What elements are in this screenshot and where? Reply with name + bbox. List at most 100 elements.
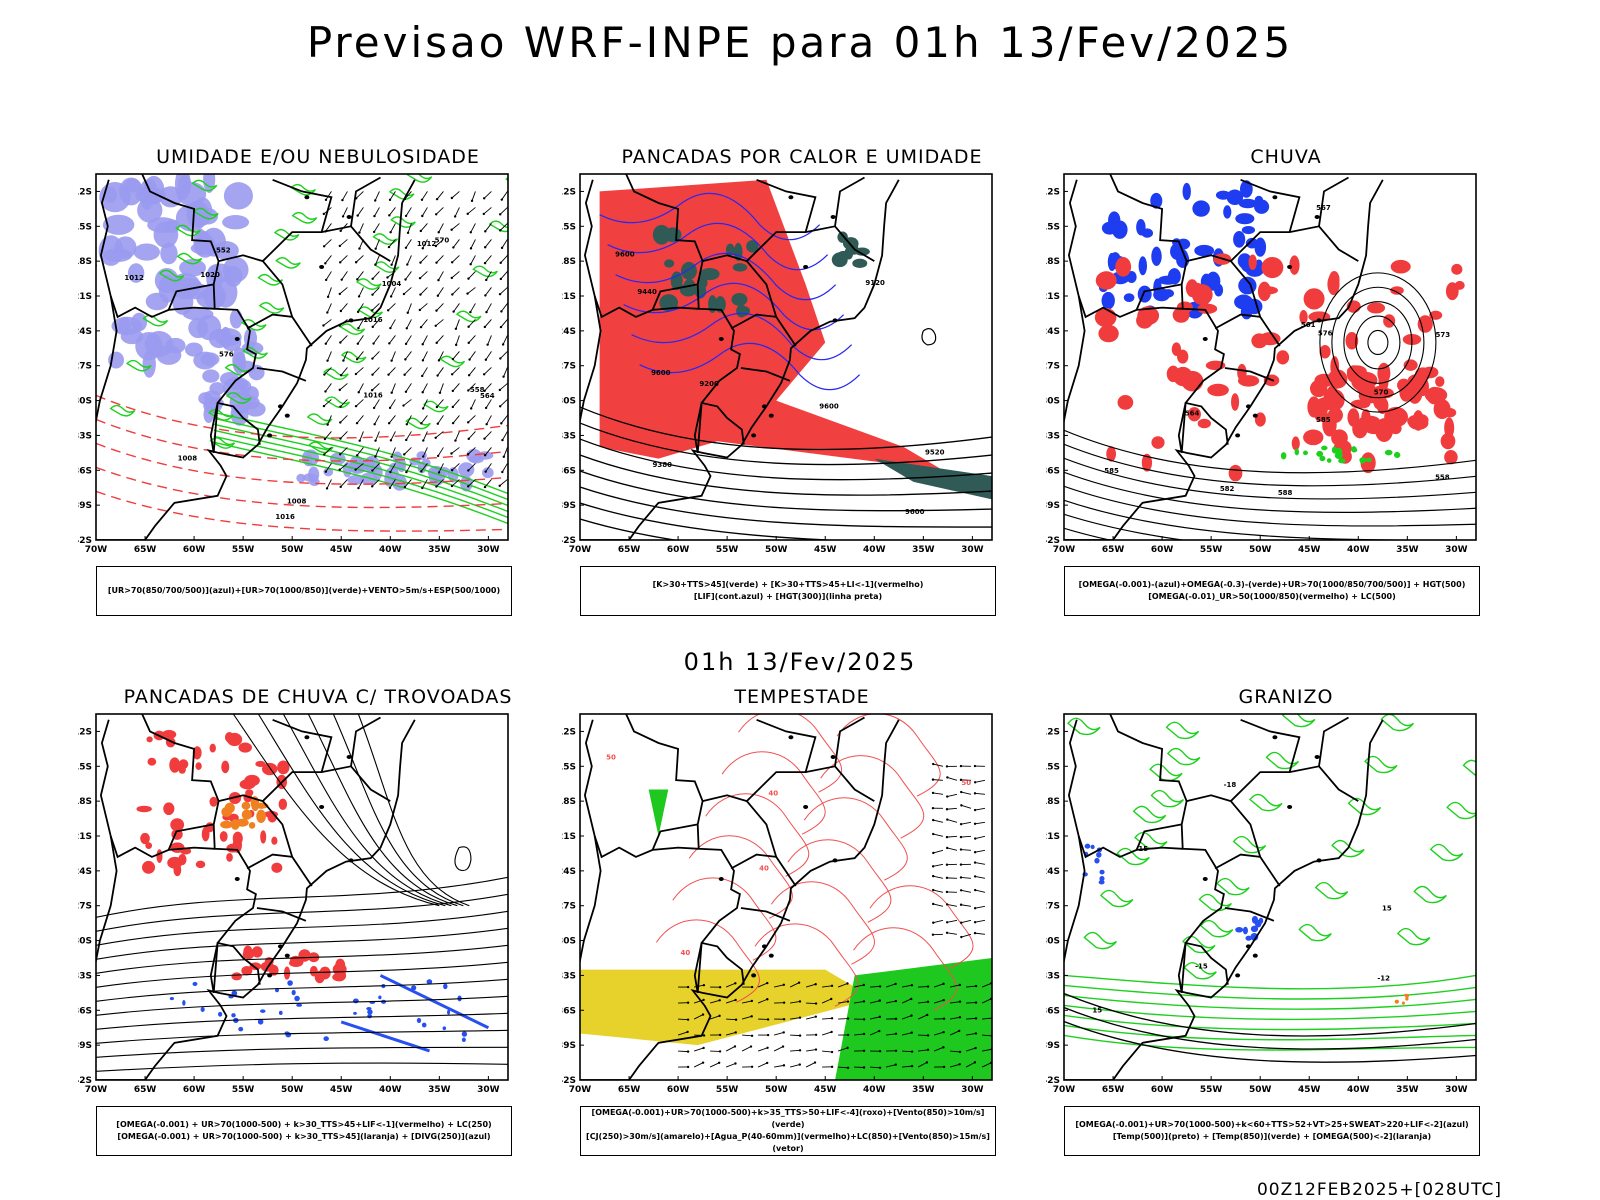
contour-line — [209, 401, 261, 454]
weather-field-area — [1094, 857, 1100, 864]
wind-vector — [325, 271, 332, 281]
contour-line — [756, 718, 817, 773]
contour-line — [1216, 877, 1250, 896]
lon-tick-label: 65W — [1102, 545, 1125, 555]
wind-vector — [375, 239, 380, 249]
lon-tick-label: 45W — [1298, 545, 1321, 555]
lon-tick-label: 55W — [1200, 545, 1223, 555]
contour-line — [291, 211, 318, 224]
legend-text: [OMEGA(-0.001)+UR>70(1000-500)+k<60+TTS>… — [1075, 1120, 1469, 1129]
contour-line — [125, 359, 152, 372]
weather-field-area — [416, 1017, 422, 1023]
contour-line — [1240, 178, 1301, 233]
wind-vector — [678, 1050, 689, 1053]
wind-vector — [357, 335, 364, 344]
lat-tick-label: 30S — [562, 937, 576, 947]
weather-field-area — [200, 352, 220, 367]
wind-vector — [437, 415, 444, 424]
wind-vector — [439, 383, 444, 393]
weather-field-area — [335, 958, 346, 972]
weather-field-area — [1126, 271, 1137, 283]
legend-box: [OMEGA(-0.001)+UR>70(1000-500)+k>35_TTS>… — [580, 1106, 996, 1156]
lat-tick-label: 15S — [78, 222, 92, 232]
weather-field-area — [156, 345, 182, 365]
weather-field-area — [1365, 457, 1372, 463]
contour-line — [1186, 794, 1232, 802]
wind-vector — [500, 255, 508, 264]
wind-vector — [468, 271, 476, 279]
lake-marker — [348, 318, 354, 323]
contour-line — [1298, 923, 1332, 942]
forecast-time-subtitle: 01h 13/Fev/2025 — [683, 648, 917, 676]
lat-tick-label: 36S — [78, 466, 92, 476]
lon-tick-label: 55W — [716, 1085, 739, 1095]
lon-tick-label: 50W — [281, 1085, 304, 1095]
wind-vector — [947, 776, 958, 781]
lat-tick-label: 15S — [1046, 222, 1060, 232]
lat-tick-label: 36S — [78, 1006, 92, 1016]
contour-line — [1232, 835, 1267, 854]
weather-field-area — [1261, 256, 1284, 279]
wind-vector — [902, 984, 913, 988]
contour-line — [357, 306, 383, 318]
contour-line — [672, 877, 777, 961]
weather-field-area — [231, 990, 238, 996]
lat-tick-label: 24S — [562, 867, 576, 877]
contour-value-label: 1020 — [200, 271, 220, 279]
weather-field-area — [664, 259, 675, 268]
weather-field-area — [1389, 422, 1402, 435]
weather-field-area — [1084, 843, 1091, 849]
contour-value-label: 40 — [768, 790, 778, 798]
map-frame — [579, 713, 993, 1081]
forecast-map: 12S 15S 18S 21S 24S 27S 30S 33S 36S 39S 42S70W 65W 6… — [78, 713, 509, 1095]
wind-vector — [499, 399, 508, 407]
lat-tick-label: 33S — [562, 431, 576, 441]
wind-vector — [499, 479, 508, 487]
wind-vector — [961, 904, 972, 907]
contour-value-label: 588 — [1278, 489, 1293, 497]
weather-field-area — [1276, 350, 1290, 365]
lat-tick-label: 24S — [562, 327, 576, 337]
wind-vector — [375, 431, 380, 441]
wind-vector — [420, 319, 428, 328]
wind-vector — [946, 932, 958, 935]
weather-field-area — [659, 294, 679, 312]
wind-vector — [499, 223, 508, 231]
contour-value-label: 40 — [759, 864, 769, 872]
contour-line — [355, 278, 382, 290]
contour-value-label: 585 — [1104, 467, 1119, 475]
weather-field-area — [1405, 994, 1410, 998]
lake-marker — [1235, 973, 1241, 978]
wind-vector — [947, 793, 958, 797]
weather-field-area — [1408, 416, 1429, 430]
weather-field-area — [174, 174, 191, 200]
wind-vector — [373, 399, 380, 409]
weather-field-area — [725, 243, 735, 256]
weather-field-area — [1123, 293, 1135, 302]
weather-field-area — [1101, 291, 1115, 310]
weather-field-area — [1424, 387, 1448, 403]
weather-field-area — [1401, 1001, 1405, 1005]
wind-vector — [838, 1001, 849, 1004]
weather-field-area — [736, 304, 747, 318]
contour-line — [96, 910, 508, 946]
contour-line — [218, 794, 264, 802]
wind-vector — [373, 335, 380, 344]
lat-tick-label: 30S — [562, 397, 576, 407]
contour-line — [340, 351, 367, 364]
contour-line — [224, 364, 251, 376]
wind-vector — [917, 1062, 928, 1068]
weather-field-area — [1407, 381, 1423, 404]
contour-line — [275, 257, 301, 269]
wind-vector — [975, 779, 986, 783]
lat-tick-label: 12S — [562, 187, 576, 197]
lake-marker — [348, 858, 354, 863]
wind-vector — [340, 335, 348, 343]
lon-tick-label: 40W — [379, 1085, 402, 1095]
lon-tick-label: 50W — [1249, 545, 1272, 555]
wind-vector — [678, 1018, 689, 1021]
wind-vector — [455, 335, 460, 346]
wind-vector — [420, 223, 428, 232]
contour-line — [96, 1062, 508, 1072]
lat-tick-label: 30S — [1046, 937, 1060, 947]
